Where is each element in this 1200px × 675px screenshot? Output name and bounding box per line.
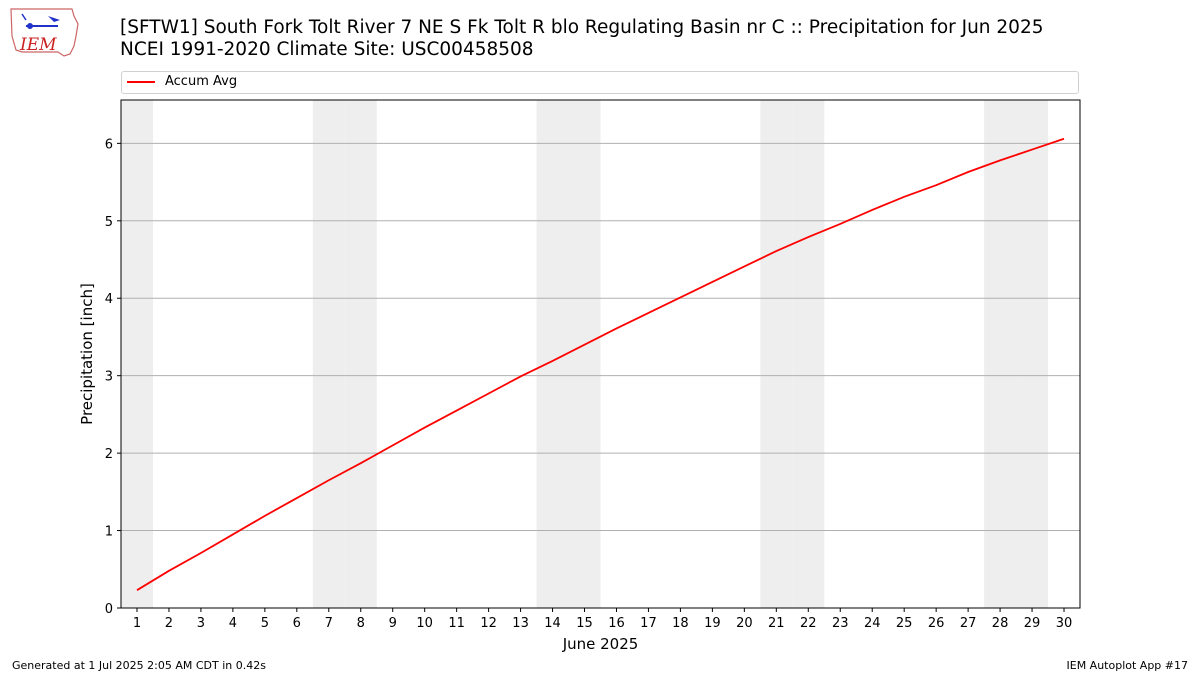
series-layer [136,137,1065,591]
weekend-band [984,100,1017,608]
weekend-band [568,100,601,608]
x-tick-label: 6 [293,616,301,631]
x-tick-label: 17 [640,616,657,631]
x-tick-label: 3 [197,616,205,631]
x-tick-label: 30 [1056,616,1073,631]
y-tick-label: 6 [105,137,113,152]
x-tick-label: 4 [229,616,237,631]
x-tick-label: 2 [165,616,173,631]
x-axis-label: June 2025 [562,635,639,653]
legend-label-accum-avg: Accum Avg [165,74,238,89]
weekend-band [536,100,569,608]
x-tick-label: 14 [544,616,561,631]
y-tick-label: 3 [105,370,113,385]
x-tick-label: 22 [800,616,817,631]
y-axis-label: Precipitation [inch] [78,283,96,425]
x-tick-label: 13 [512,616,529,631]
x-axis: 1 2 3 4 5 6 7 8 9 10 11 12 13 14 15 16 17 18 19 20 21 22 23 24 2… [133,608,1072,631]
x-tick-label: 20 [736,616,753,631]
weekend-bands [121,100,1049,608]
y-tick-label: 1 [105,525,113,540]
title-line-2: NCEI 1991-2020 Climate Site: USC00458508 [120,39,534,60]
legend: Accum Avg [121,71,1079,94]
y-axis: 0 1 2 3 4 5 6 [105,137,121,617]
y-tick-label: 5 [105,215,113,230]
weekend-band [312,100,345,608]
weekend-band [121,100,153,608]
x-tick-label: 21 [768,616,785,631]
weekend-band [792,100,825,608]
weekend-band [344,100,377,608]
y-tick-label: 0 [105,602,113,617]
chart-title: [SFTW1] South Fork Tolt River 7 NE S Fk … [120,17,1044,61]
series-line-accum-avg [136,137,1065,591]
x-tick-label: 19 [704,616,721,631]
x-tick-label: 10 [416,616,433,631]
x-tick-label: 7 [325,616,333,631]
weekend-band [760,100,793,608]
x-tick-label: 24 [864,616,881,631]
x-tick-label: 28 [992,616,1009,631]
logo-text: IEM [19,35,57,55]
x-tick-label: 5 [261,616,269,631]
iem-logo: IEM [10,8,79,57]
title-line-1: [SFTW1] South Fork Tolt River 7 NE S Fk … [120,17,1044,38]
plot-frame [120,99,1081,609]
x-tick-label: 9 [389,616,397,631]
x-tick-label: 25 [896,616,913,631]
x-tick-label: 11 [448,616,465,631]
footer-generated: Generated at 1 Jul 2025 2:05 AM CDT in 0… [12,659,266,672]
x-tick-label: 12 [480,616,497,631]
x-tick-label: 29 [1024,616,1041,631]
x-tick-label: 1 [133,616,141,631]
y-tick-label: 2 [105,447,113,462]
x-tick-label: 23 [832,616,849,631]
x-tick-label: 8 [357,616,365,631]
x-tick-label: 26 [928,616,945,631]
x-tick-label: 18 [672,616,689,631]
x-tick-label: 16 [608,616,625,631]
legend-swatch-accum-avg [127,81,155,83]
footer-app: IEM Autoplot App #17 [1066,659,1189,672]
x-tick-label: 27 [960,616,977,631]
weekend-band [1016,100,1049,608]
x-tick-label: 15 [576,616,593,631]
state-outline [10,8,79,57]
y-tick-label: 4 [105,292,113,307]
